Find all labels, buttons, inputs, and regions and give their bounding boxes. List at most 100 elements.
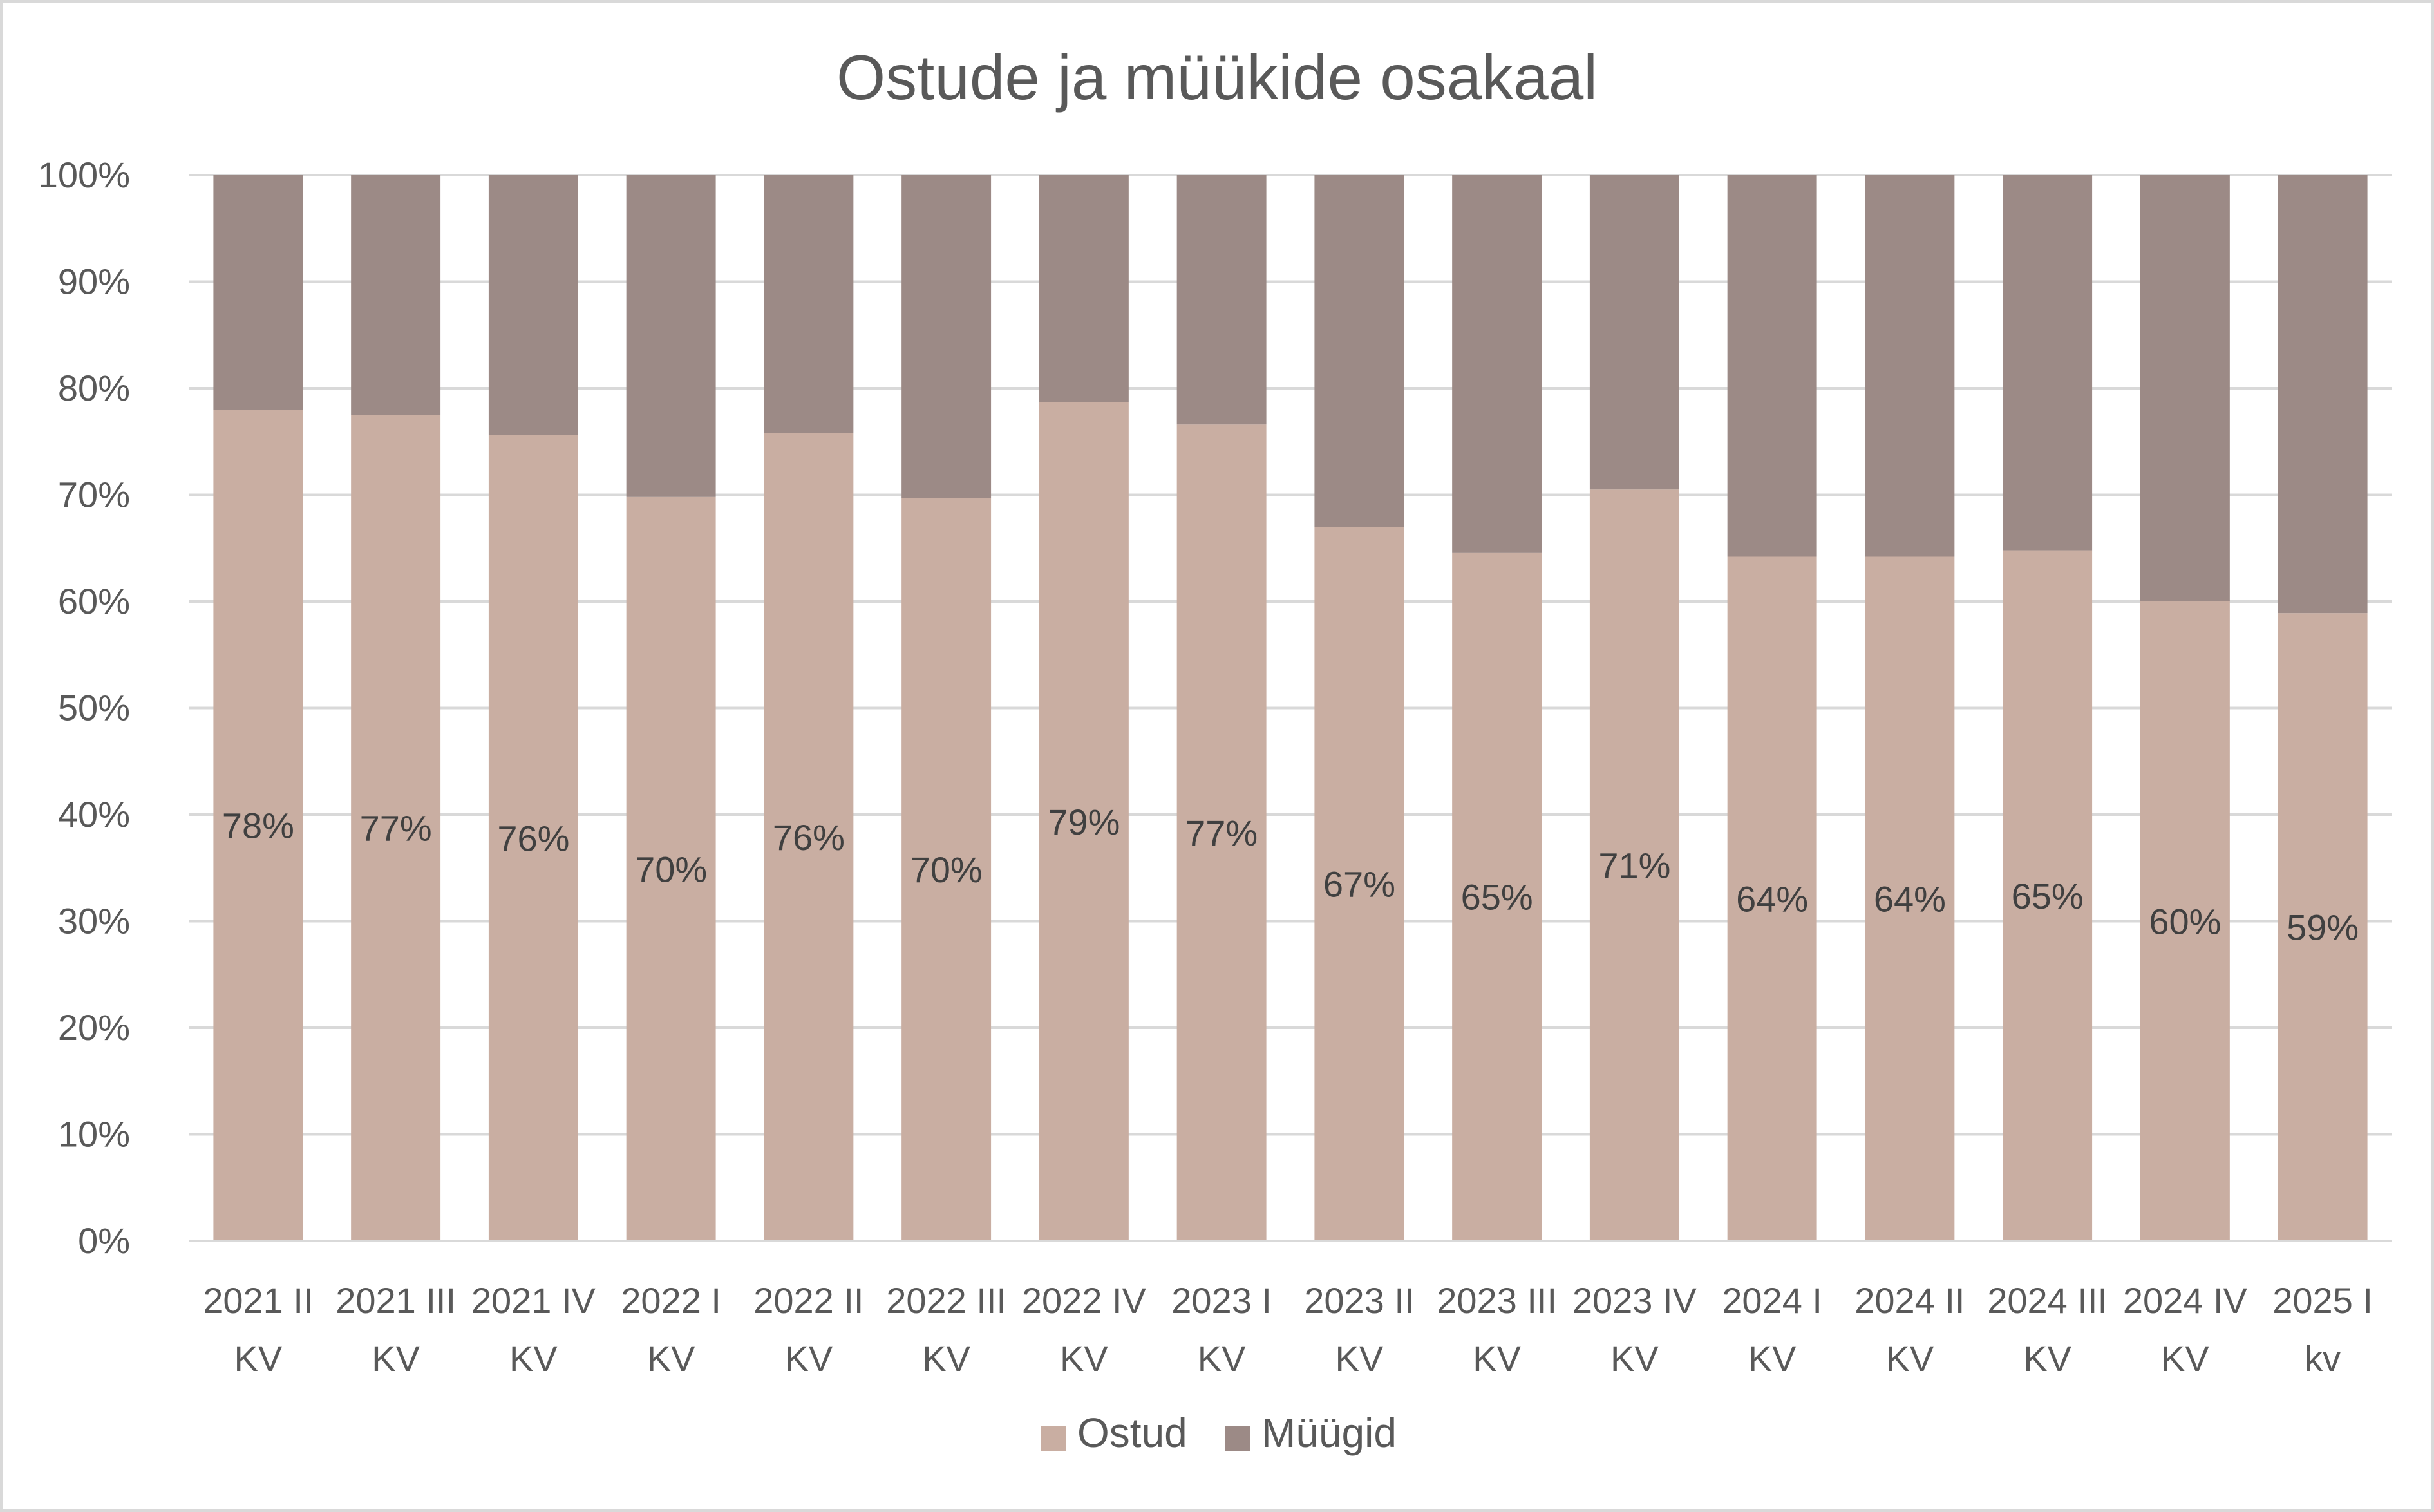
data-label: 79% (1048, 802, 1120, 842)
x-axis: 2021 II KV 2021 III KV 2021 IV KV 2022 I KV 2022… (203, 1280, 2373, 1379)
bar-ostud (764, 433, 854, 1241)
y-tick-label: 30% (58, 901, 130, 941)
y-tick-label: 80% (58, 368, 130, 408)
data-label: 60% (2149, 902, 2221, 942)
bar-muugid (1039, 175, 1129, 402)
x-tick-label: 2022 III (886, 1280, 1006, 1321)
x-tick-label: 2023 II (1304, 1280, 1414, 1321)
y-tick-label: 60% (58, 581, 130, 621)
data-label: 77% (1185, 813, 1258, 853)
bar-muugid (764, 175, 854, 433)
data-label: 67% (1323, 864, 1395, 905)
bar-ostud (213, 410, 303, 1241)
legend-swatch (1225, 1426, 1250, 1451)
x-tick-label: kv (2305, 1338, 2341, 1379)
bar-ostud (1314, 527, 1404, 1241)
y-tick-label: 50% (58, 688, 130, 728)
x-tick-label: KV (1886, 1338, 1934, 1379)
x-tick-label: 2021 II (203, 1280, 313, 1321)
x-tick-label: KV (922, 1338, 970, 1379)
y-tick-label: 10% (58, 1114, 130, 1155)
x-tick-label: KV (1610, 1338, 1659, 1379)
bar-ostud (351, 415, 441, 1241)
data-label: 77% (360, 808, 432, 849)
y-tick-label: 40% (58, 794, 130, 835)
x-tick-label: 2024 II (1854, 1280, 1965, 1321)
bar-muugid (1452, 175, 1542, 553)
bar-muugid (2140, 175, 2230, 601)
bar-muugid (1727, 175, 1817, 557)
x-tick-label: KV (509, 1338, 558, 1379)
x-tick-label: 2023 I (1171, 1280, 1272, 1321)
bar-ostud (488, 435, 578, 1241)
x-tick-label: KV (1473, 1338, 1521, 1379)
bar-muugid (901, 175, 992, 498)
data-labels: 78% 77% 76% 70% 76% 70% 79% 77% 67% 65% 71% 64% 64% 6… (222, 802, 2359, 948)
x-tick-label: 2021 III (335, 1280, 456, 1321)
x-tick-label: 2024 I (1722, 1280, 1822, 1321)
data-label: 64% (1874, 879, 1946, 920)
x-tick-label: KV (2023, 1338, 2071, 1379)
y-axis: 0% 10% 20% 30% 40% 50% 60% 70% 80% 90% 100% (38, 155, 2392, 1261)
data-label: 76% (773, 817, 845, 858)
x-tick-label: 2023 III (1437, 1280, 1557, 1321)
data-label: 70% (910, 849, 983, 890)
data-label: 71% (1598, 846, 1670, 886)
data-label: 78% (222, 806, 294, 846)
x-tick-label: KV (1060, 1338, 1108, 1379)
legend-label: Müügid (1261, 1410, 1397, 1456)
bar-ostud (1039, 402, 1129, 1241)
x-tick-label: 2022 I (621, 1280, 721, 1321)
bar-muugid (1314, 175, 1404, 527)
bar-muugid (488, 175, 578, 435)
bar-ostud (1589, 489, 1679, 1241)
x-tick-label: KV (1748, 1338, 1797, 1379)
bar-ostud (901, 498, 992, 1241)
x-tick-label: KV (785, 1338, 833, 1379)
x-tick-label: KV (372, 1338, 420, 1379)
bar-muugid (213, 175, 303, 410)
bar-muugid (2278, 175, 2368, 614)
bar-ostud (1176, 424, 1267, 1241)
y-tick-label: 90% (58, 261, 130, 302)
x-tick-label: 2021 IV (471, 1280, 596, 1321)
y-tick-label: 0% (78, 1220, 130, 1261)
bars (213, 175, 2368, 1241)
bar-muugid (626, 175, 716, 497)
x-tick-label: 2025 I (2272, 1280, 2373, 1321)
y-tick-label: 20% (58, 1007, 130, 1048)
bar-ostud (626, 496, 716, 1241)
bar-muugid (1589, 175, 1679, 490)
chart-svg: Ostude ja müükide osakaal 78% 77% 76% 70% 76… (38, 42, 2392, 1456)
x-tick-label: 2023 IV (1572, 1280, 1697, 1321)
legend-swatch (1041, 1426, 1066, 1451)
x-tick-label: KV (234, 1338, 283, 1379)
data-label: 65% (1461, 876, 1533, 917)
bar-ostud (2140, 601, 2230, 1241)
bar-muugid (1865, 175, 1955, 557)
x-tick-label: KV (1335, 1338, 1384, 1379)
x-tick-label: 2022 II (753, 1280, 863, 1321)
data-label: 64% (1736, 879, 1808, 920)
bar-ostud (2003, 550, 2093, 1241)
x-tick-label: 2022 IV (1022, 1280, 1147, 1321)
bar-muugid (1176, 175, 1267, 425)
bar-muugid (351, 175, 441, 415)
bar-ostud (1452, 552, 1542, 1241)
legend: Ostud Müügid (1041, 1410, 1397, 1456)
data-label: 76% (497, 818, 569, 858)
y-tick-label: 100% (38, 155, 130, 195)
data-label: 70% (635, 849, 707, 889)
data-label: 65% (2012, 876, 2084, 916)
bar-ostud (1865, 556, 1955, 1241)
x-tick-label: 2024 IV (2123, 1280, 2248, 1321)
x-tick-label: 2024 III (1987, 1280, 2108, 1321)
data-label: 59% (2287, 907, 2359, 948)
x-tick-label: KV (1198, 1338, 1246, 1379)
chart-title: Ostude ja müükide osakaal (836, 42, 1598, 113)
x-tick-label: KV (2161, 1338, 2209, 1379)
x-tick-label: KV (647, 1338, 695, 1379)
bar-muugid (2003, 175, 2093, 551)
y-tick-label: 70% (58, 475, 130, 515)
